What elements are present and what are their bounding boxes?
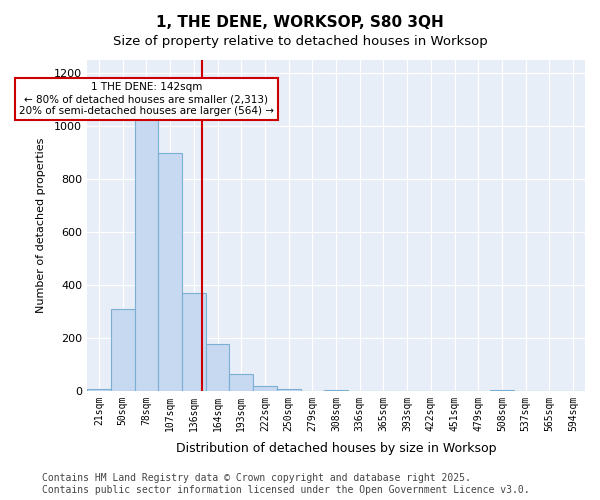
Bar bbox=[277, 390, 301, 391]
Text: Size of property relative to detached houses in Worksop: Size of property relative to detached ho… bbox=[113, 35, 487, 48]
Bar bbox=[87, 390, 111, 391]
X-axis label: Distribution of detached houses by size in Worksop: Distribution of detached houses by size … bbox=[176, 442, 496, 455]
Bar bbox=[134, 116, 158, 391]
Text: 1, THE DENE, WORKSOP, S80 3QH: 1, THE DENE, WORKSOP, S80 3QH bbox=[156, 15, 444, 30]
Text: 1 THE DENE: 142sqm
← 80% of detached houses are smaller (2,313)
20% of semi-deta: 1 THE DENE: 142sqm ← 80% of detached hou… bbox=[19, 82, 274, 116]
Bar bbox=[324, 390, 348, 391]
Bar bbox=[158, 152, 182, 391]
Bar bbox=[490, 390, 514, 391]
Bar bbox=[229, 374, 253, 391]
Bar bbox=[253, 386, 277, 391]
Bar bbox=[206, 344, 229, 391]
Text: Contains HM Land Registry data © Crown copyright and database right 2025.
Contai: Contains HM Land Registry data © Crown c… bbox=[42, 474, 530, 495]
Bar bbox=[111, 308, 134, 391]
Bar bbox=[182, 293, 206, 391]
Y-axis label: Number of detached properties: Number of detached properties bbox=[36, 138, 46, 313]
